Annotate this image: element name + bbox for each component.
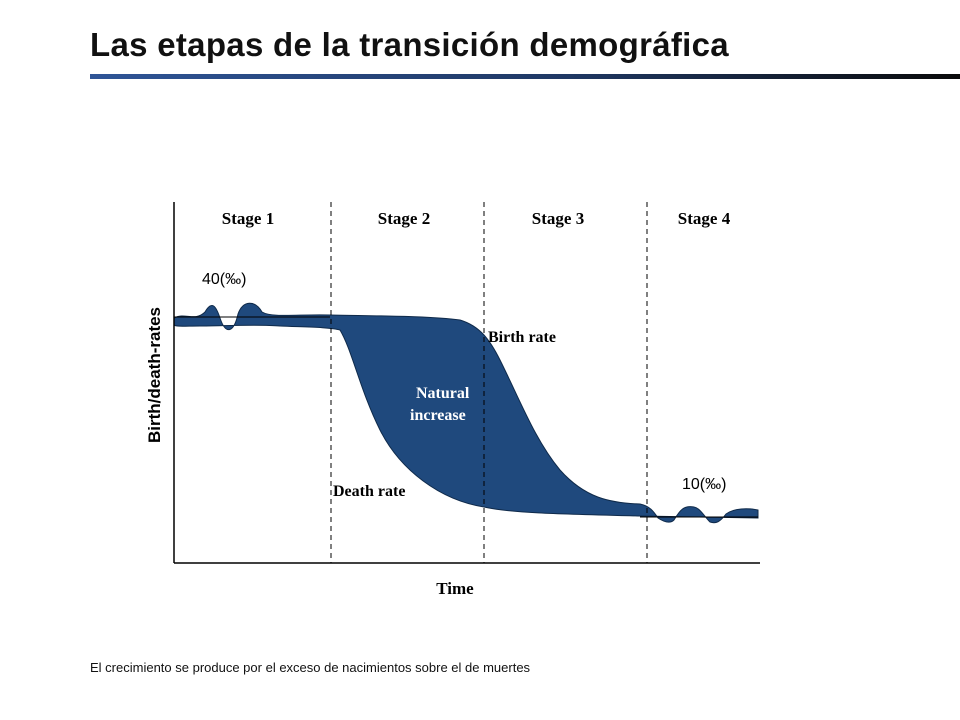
stage-label-1: Stage 1: [222, 209, 274, 228]
stage-label-2: Stage 2: [378, 209, 430, 228]
natural-increase-label-2: increase: [410, 407, 466, 424]
natural-increase-label-1: Natural: [416, 385, 470, 402]
low-rate-value: 10(‰): [682, 476, 726, 493]
title-underline: [90, 74, 960, 79]
caption: El crecimiento se produce por el exceso …: [90, 660, 531, 675]
death-rate-label: Death rate: [333, 483, 405, 500]
natural-increase-area: [173, 302, 759, 524]
page-title: Las etapas de la transición demográfica: [90, 26, 729, 63]
high-rate-value: 40(‰): [202, 271, 246, 288]
x-axis-label: Time: [436, 579, 474, 598]
stage-label-4: Stage 4: [678, 209, 731, 228]
y-axis-label: Birth/death-rates: [145, 307, 164, 443]
birth-rate-label: Birth rate: [488, 329, 556, 346]
stage-label-3: Stage 3: [532, 209, 584, 228]
